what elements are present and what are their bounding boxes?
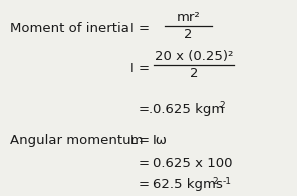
Text: 0.625 kgm: 0.625 kgm [153, 103, 224, 116]
Text: -1: -1 [222, 177, 231, 186]
Text: L: L [129, 134, 137, 147]
Text: =: = [139, 134, 150, 147]
Text: I: I [129, 22, 133, 35]
Text: 0.625 x 100: 0.625 x 100 [153, 157, 233, 170]
Text: 20 x (0.25)²: 20 x (0.25)² [155, 50, 233, 63]
Text: 62.5 kgm: 62.5 kgm [153, 178, 216, 191]
Text: 2: 2 [220, 101, 225, 110]
Text: 2: 2 [184, 28, 192, 41]
Text: I: I [129, 62, 133, 74]
Text: =: = [139, 62, 150, 74]
Text: Angular momentum: Angular momentum [10, 134, 144, 147]
Text: =: = [139, 178, 150, 191]
Text: =: = [139, 22, 150, 35]
Text: =.: =. [139, 103, 154, 116]
Text: =: = [139, 157, 150, 170]
Text: s: s [216, 178, 222, 191]
Text: 2: 2 [190, 67, 198, 80]
Text: mr²: mr² [176, 11, 200, 24]
Text: Iω: Iω [153, 134, 168, 147]
Text: Moment of inertia: Moment of inertia [10, 22, 129, 35]
Text: 2: 2 [212, 177, 218, 186]
